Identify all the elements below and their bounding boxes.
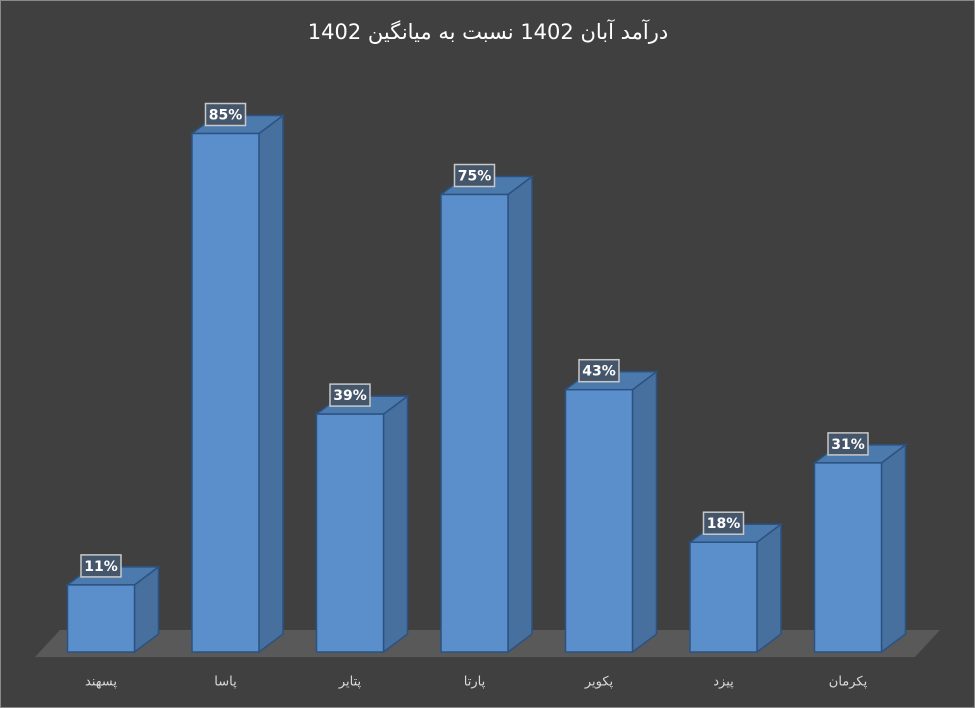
bar-side — [258, 114, 284, 654]
value-label-box — [702, 511, 745, 535]
bar-side — [382, 394, 409, 654]
x-tick-label: پتایر — [338, 675, 362, 690]
value-label: 11% — [84, 559, 118, 575]
x-tick-label: پکویر — [584, 675, 614, 690]
x-tick-label: پیزد — [713, 675, 734, 690]
value-label-box — [578, 358, 620, 383]
bar — [564, 388, 634, 653]
x-tick-label: پکرمان — [829, 675, 868, 690]
value-label: 31% — [831, 437, 865, 453]
bar — [315, 413, 385, 653]
bar — [689, 541, 758, 653]
value-label: 75% — [458, 169, 492, 185]
value-label-box — [80, 554, 122, 578]
value-label-box — [329, 383, 371, 407]
bar-side — [631, 370, 658, 654]
x-tick-label: پارتا — [464, 675, 486, 690]
bar — [813, 462, 883, 653]
value-label-box — [827, 432, 869, 456]
value-label: 43% — [582, 364, 616, 380]
bar — [66, 584, 136, 653]
x-tick-label: پسهند — [85, 675, 117, 690]
chart-title: درآمد آبان 1402 نسبت به میانگین 1402 — [308, 19, 668, 44]
x-tick-label: پاسا — [214, 675, 237, 690]
bar-side — [507, 175, 533, 654]
value-label-box — [453, 163, 496, 188]
value-label: 85% — [209, 108, 243, 124]
bar — [440, 193, 509, 653]
bar — [191, 132, 260, 653]
value-label-box — [204, 102, 247, 127]
value-label: 39% — [333, 388, 367, 404]
value-label: 18% — [707, 516, 741, 532]
bar-side — [880, 443, 907, 654]
bar-side — [756, 522, 782, 654]
